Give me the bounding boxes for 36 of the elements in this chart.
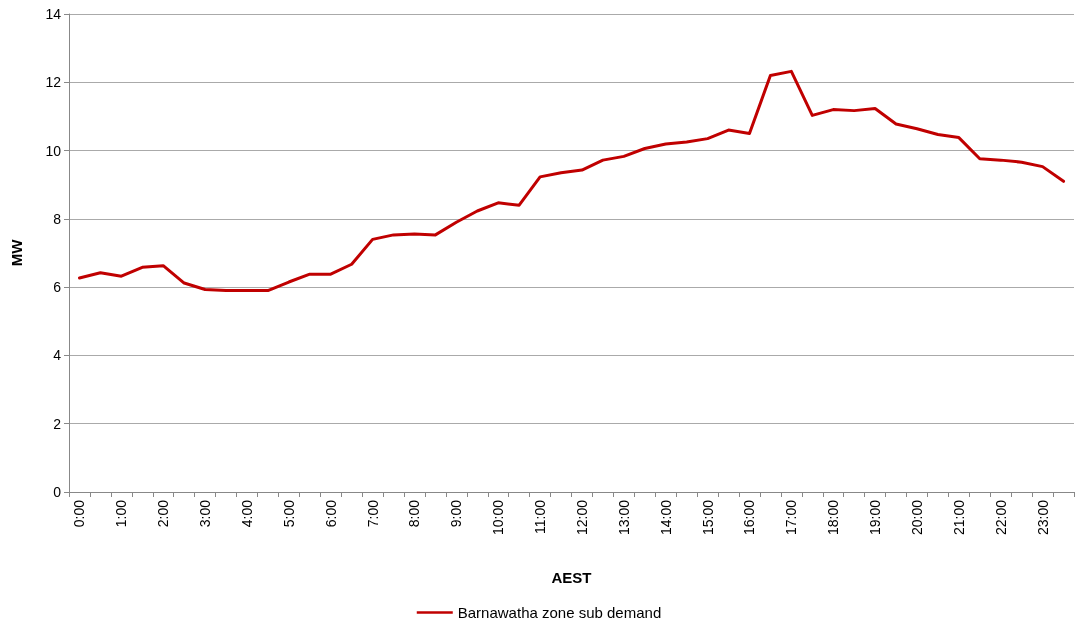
x-tick-label: 1:00	[113, 499, 130, 528]
x-tick-label: 18:00	[825, 499, 842, 536]
x-tick-label: 6:00	[322, 499, 339, 528]
y-tick-label: 4	[53, 347, 62, 364]
x-tick-label: 16:00	[741, 499, 758, 536]
y-tick-label: 8	[53, 210, 62, 227]
y-tick-label: 10	[45, 142, 62, 159]
x-tick-label: 13:00	[615, 499, 632, 536]
y-tick-label: 2	[53, 415, 62, 432]
line-series	[77, 69, 1066, 293]
x-tick-label: 9:00	[448, 499, 465, 528]
x-tick-label: 11:00	[532, 499, 549, 534]
y-tick-label: 6	[53, 279, 62, 296]
x-tick-label: 14:00	[657, 499, 674, 536]
x-tick-label: 3:00	[197, 499, 214, 528]
x-tick-label: 10:00	[490, 499, 507, 536]
x-tick-label: 5:00	[280, 499, 297, 528]
x-tick-label: 2:00	[155, 499, 172, 528]
x-tick-label: 7:00	[364, 499, 381, 528]
legend-label: Barnawatha zone sub demand	[457, 604, 662, 621]
x-tick-label: 12:00	[573, 499, 590, 536]
x-tick-label: 8:00	[406, 499, 423, 528]
x-tick-label: 22:00	[992, 499, 1009, 536]
y-tick-label: 14	[45, 6, 62, 22]
x-tick-label: 23:00	[1034, 499, 1051, 536]
x-tick-label: 4:00	[238, 499, 255, 528]
x-axis-title: AEST	[551, 569, 592, 586]
x-tick-label: 0:00	[71, 499, 88, 528]
y-axis-title: MW	[8, 238, 25, 267]
x-tick-label: 20:00	[908, 499, 925, 536]
x-tick-label: 19:00	[867, 499, 884, 536]
x-tick-label: 17:00	[783, 499, 800, 536]
y-tick-label: 0	[53, 484, 62, 500]
y-tick-label: 12	[45, 74, 62, 91]
x-tick-label: 15:00	[699, 499, 716, 536]
x-tick-label: 21:00	[950, 499, 967, 536]
